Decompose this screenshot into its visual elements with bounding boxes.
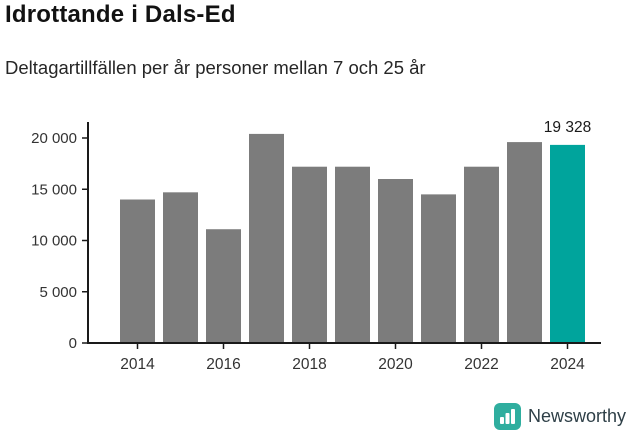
- bar-2024: [550, 144, 585, 343]
- bar-2021: [421, 194, 456, 343]
- y-tick-label: 15 000: [31, 181, 77, 198]
- bar-2014: [120, 199, 155, 343]
- y-tick-label: 5 000: [39, 284, 77, 301]
- x-tick-label: 2014: [120, 356, 155, 373]
- chart-title: Idrottande i Dals-Ed: [5, 1, 236, 28]
- x-tick-label: 2020: [378, 356, 413, 373]
- newsworthy-logo-icon: [493, 403, 521, 430]
- bar-2020: [378, 179, 413, 343]
- x-tick-label: 2022: [464, 356, 498, 373]
- bar-2018: [292, 166, 327, 343]
- bar-chart: 0 5 000 10 000 15 000 20 000 2014 2016 2018 2020…: [0, 100, 631, 400]
- y-tick-label: 10 000: [31, 233, 77, 250]
- chart-subtitle: Deltagartillfällen per år personer mella…: [5, 57, 426, 78]
- bar-2019: [335, 166, 370, 343]
- bar-2023: [507, 142, 542, 343]
- bar-2016: [206, 229, 241, 343]
- x-tick-label: 2024: [550, 356, 585, 373]
- bar-value-label: 19 328: [544, 119, 591, 136]
- bar-2022: [464, 166, 499, 343]
- x-tick-label: 2016: [206, 356, 240, 373]
- bar-2015: [163, 192, 198, 343]
- brand-footer: Newsworthy: [493, 403, 626, 430]
- y-tick-label: 0: [69, 335, 77, 352]
- y-tick-label: 20 000: [31, 130, 77, 147]
- x-tick-label: 2018: [292, 356, 326, 373]
- brand-name: Newsworthy: [527, 406, 626, 426]
- bar-2017: [249, 133, 284, 343]
